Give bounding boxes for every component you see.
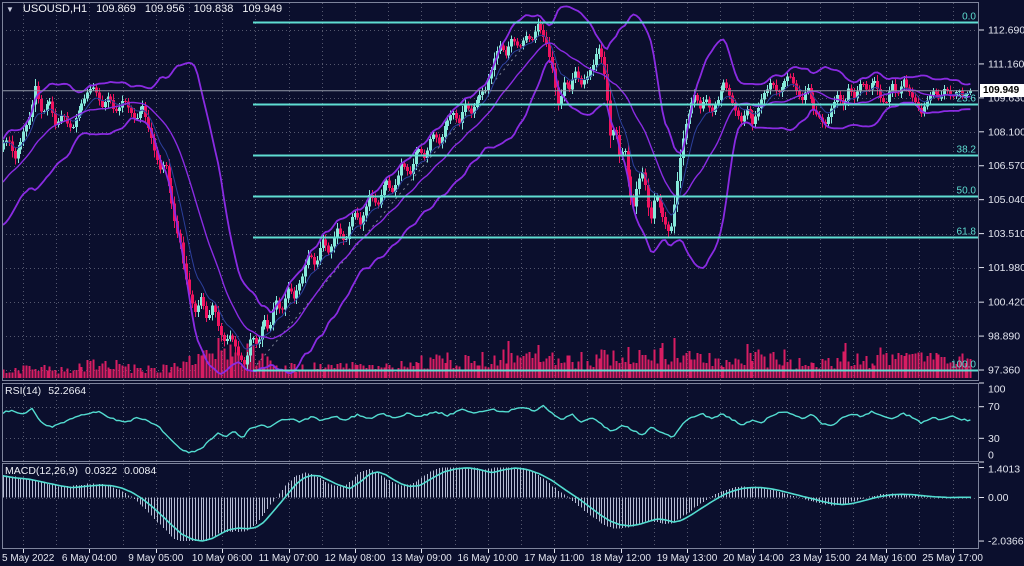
bollinger-upper-band	[2, 5, 971, 314]
axis-price-label: 1.4013	[988, 464, 1020, 476]
rsi-line	[2, 404, 971, 454]
axis-date-label: 24 May 16:00	[856, 553, 917, 564]
axis-date-label: 5 May 2022	[2, 553, 55, 564]
panel-borders	[2, 2, 979, 549]
axis-price-label: 105.040	[988, 194, 1024, 206]
axis-price-label: 108.100	[988, 126, 1024, 138]
axis-date-label: 25 May 17:00	[922, 553, 983, 564]
fib-level-label: 38.2	[957, 145, 977, 156]
axis-date-label: 18 May 12:00	[590, 553, 651, 564]
axis-date-label: 9 May 05:00	[128, 553, 183, 564]
date-axis: 5 May 2022 6 May 04:00 9 May 05:00 10 May 0…	[2, 549, 983, 564]
bollinger-lower-band	[2, 59, 971, 375]
quote-low: 109.838	[193, 3, 234, 15]
axis-date-label: 13 May 09:00	[391, 553, 452, 564]
quote-open: 109.869	[96, 3, 136, 15]
axis-price-label: 103.510	[988, 228, 1024, 240]
fib-level-label: 61.8	[957, 227, 977, 238]
volume-bars	[2, 338, 972, 378]
axis-price-label: 100.420	[988, 297, 1024, 309]
fib-level-label: 50.0	[957, 186, 977, 197]
quote-high: 109.956	[144, 3, 185, 15]
rsi-indicator-label: RSI(14) 52.2664	[5, 385, 86, 397]
macd-indicator-label: MACD(12,26,9) 0.0322 0.0084	[5, 465, 156, 477]
axis-date-label: 11 May 07:00	[259, 553, 319, 564]
fib-level-label: 0.0	[962, 12, 976, 23]
macd-histogram	[3, 467, 968, 542]
axis-price-label: 30	[988, 433, 1000, 445]
axis-date-label: 19 May 13:00	[657, 553, 718, 564]
rsi-name: RSI(14)	[5, 385, 42, 397]
axis-date-label: 17 May 11:00	[524, 553, 584, 564]
axis-price-label: -2.0366	[988, 536, 1024, 548]
axis-date-label: 6 May 04:00	[62, 553, 117, 564]
macd-main-value: 0.0322	[84, 465, 118, 477]
current-price-tag: 109.949	[980, 84, 1024, 97]
macd-name: MACD(12,26,9)	[5, 465, 78, 477]
macd-signal-value: 0.0084	[124, 465, 157, 477]
fibonacci-levels: 0.0 23.6 38.2 50.0 61.8 100.0	[253, 12, 979, 372]
axis-price-label: 97.360	[988, 365, 1020, 377]
axis-price-label: 101.980	[988, 262, 1024, 274]
axis-price-label: 111.160	[988, 58, 1024, 70]
axis-price-label: 106.570	[988, 160, 1024, 172]
axis-date-label: 20 May 14:00	[723, 553, 784, 564]
axis-date-label: 23 May 15:00	[789, 553, 850, 564]
axis-price-label: 112.690	[988, 25, 1024, 37]
symbol-timeframe-label: USOUSD,H1	[22, 3, 88, 15]
fib-level-label: 23.6	[957, 94, 977, 105]
axis-date-label: 10 May 06:00	[192, 553, 253, 564]
axis-price-label: 98.890	[988, 331, 1020, 343]
symbol-quote-row: ▼ USOUSD,H1 109.869 109.956 109.838 109.…	[6, 3, 282, 15]
axis-date-label: 12 May 08:00	[325, 553, 386, 564]
fib-level-label: 100.0	[951, 360, 976, 371]
axis-price-label: 0.00	[988, 492, 1009, 504]
axis-price-label: 70	[988, 401, 1000, 413]
axis-date-label: 16 May 10:00	[457, 553, 518, 564]
axis-price-label: 100	[988, 384, 1006, 396]
macd-signal-line	[2, 467, 971, 542]
symbol-dropdown-icon[interactable]: ▼	[6, 4, 14, 14]
bollinger-middle-band	[2, 42, 971, 340]
quote-close: 109.949	[242, 3, 283, 15]
price-axis: 112.690111.160109.630108.100106.570105.0…	[979, 25, 1024, 548]
axis-price-label: 0	[988, 450, 994, 462]
rsi-value: 52.2664	[48, 385, 87, 397]
